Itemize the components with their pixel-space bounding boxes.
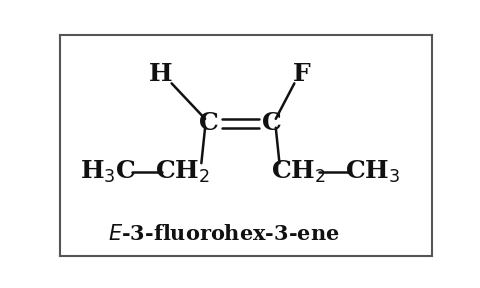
- Text: C: C: [262, 111, 282, 135]
- Text: $\it{E}$-3-fluorohex-3-ene: $\it{E}$-3-fluorohex-3-ene: [108, 224, 339, 244]
- Text: F: F: [293, 62, 311, 86]
- Text: CH$_2$: CH$_2$: [155, 159, 210, 185]
- Text: H: H: [149, 62, 172, 86]
- Text: CH$_3$: CH$_3$: [345, 159, 400, 185]
- Text: H$_3$C: H$_3$C: [80, 159, 136, 185]
- Text: CH$_2$: CH$_2$: [271, 159, 325, 185]
- Text: C: C: [199, 111, 219, 135]
